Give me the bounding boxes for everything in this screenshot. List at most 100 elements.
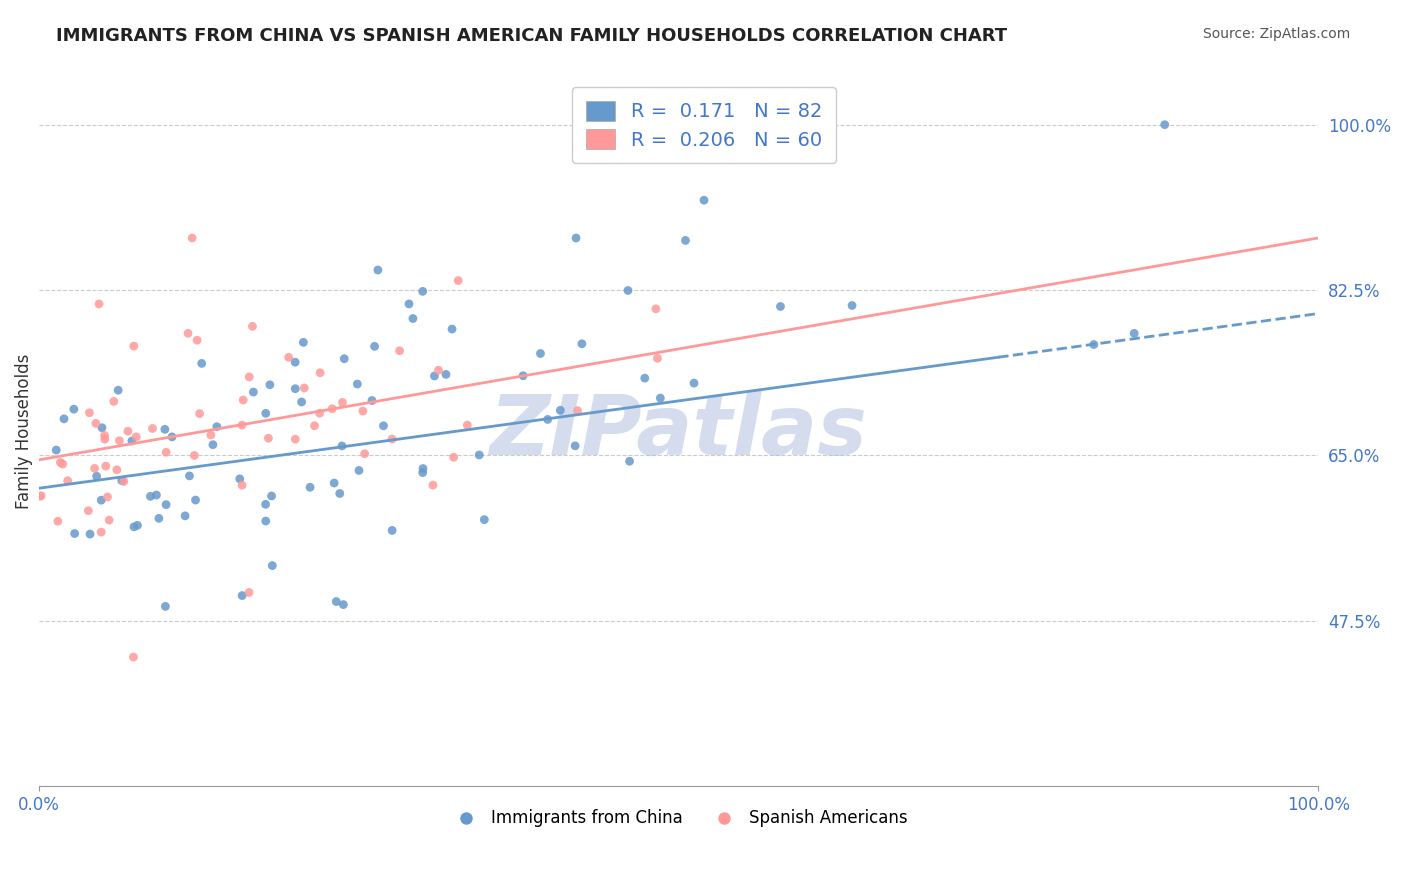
Point <box>257 431 280 445</box>
Point <box>79 406 101 420</box>
Point <box>284 432 307 446</box>
Point <box>63 526 86 541</box>
Point <box>512 368 534 383</box>
Point <box>564 439 586 453</box>
Point <box>644 301 666 316</box>
Point <box>177 326 200 341</box>
Point <box>179 468 201 483</box>
Point <box>323 476 346 491</box>
Point <box>188 407 211 421</box>
Point <box>304 418 326 433</box>
Point <box>361 393 384 408</box>
Point <box>90 493 112 508</box>
Point <box>472 513 495 527</box>
Point <box>308 406 330 420</box>
Point <box>427 363 450 377</box>
Point <box>381 432 404 446</box>
Point <box>91 421 114 435</box>
Point <box>46 514 69 528</box>
Point <box>155 445 177 459</box>
Point <box>1083 337 1105 351</box>
Text: IMMIGRANTS FROM CHINA VS SPANISH AMERICAN FAMILY HOUSEHOLDS CORRELATION CHART: IMMIGRANTS FROM CHINA VS SPANISH AMERICA… <box>56 27 1007 45</box>
Point <box>84 417 107 431</box>
Point <box>259 377 281 392</box>
Point <box>456 418 478 433</box>
Point <box>79 527 101 541</box>
Point <box>254 406 277 420</box>
Point <box>145 488 167 502</box>
Point <box>650 391 672 405</box>
Point <box>693 193 716 207</box>
Point <box>201 438 224 452</box>
Point <box>96 490 118 504</box>
Point <box>186 333 208 347</box>
Point <box>141 421 163 435</box>
Point <box>277 351 299 365</box>
Point <box>619 454 641 468</box>
Point <box>108 434 131 448</box>
Point <box>111 474 134 488</box>
Point <box>634 371 657 385</box>
Point <box>398 297 420 311</box>
Point <box>49 455 72 469</box>
Point <box>292 381 315 395</box>
Legend: Immigrants from China, Spanish Americans: Immigrants from China, Spanish Americans <box>443 803 914 834</box>
Point <box>105 463 128 477</box>
Point <box>56 474 79 488</box>
Text: Source: ZipAtlas.com: Source: ZipAtlas.com <box>1202 27 1350 41</box>
Point <box>190 356 212 370</box>
Point <box>181 231 204 245</box>
Point <box>183 449 205 463</box>
Point <box>238 370 260 384</box>
Point <box>447 274 470 288</box>
Point <box>260 489 283 503</box>
Point <box>83 461 105 475</box>
Point <box>284 355 307 369</box>
Point <box>90 525 112 540</box>
Point <box>117 424 139 438</box>
Point <box>200 428 222 442</box>
Point <box>841 298 863 312</box>
Point <box>565 231 588 245</box>
Point <box>254 497 277 511</box>
Point <box>125 430 148 444</box>
Point <box>329 486 352 500</box>
Point <box>332 598 354 612</box>
Point <box>52 457 75 471</box>
Point <box>441 322 464 336</box>
Point <box>86 469 108 483</box>
Point <box>529 346 551 360</box>
Point <box>30 489 52 503</box>
Point <box>332 395 354 409</box>
Point <box>153 422 176 436</box>
Point <box>550 403 572 417</box>
Point <box>94 459 117 474</box>
Point <box>262 558 284 573</box>
Point <box>330 439 353 453</box>
Point <box>112 475 135 489</box>
Point <box>683 376 706 390</box>
Point <box>346 377 368 392</box>
Point <box>284 382 307 396</box>
Point <box>148 511 170 525</box>
Point <box>367 263 389 277</box>
Point <box>122 339 145 353</box>
Point <box>412 461 434 475</box>
Point <box>254 514 277 528</box>
Point <box>292 335 315 350</box>
Point <box>127 518 149 533</box>
Point <box>103 394 125 409</box>
Point <box>63 402 86 417</box>
Point <box>412 466 434 480</box>
Point <box>231 418 253 433</box>
Point <box>98 513 121 527</box>
Point <box>155 599 177 614</box>
Point <box>45 443 67 458</box>
Point <box>388 343 411 358</box>
Point <box>107 383 129 397</box>
Point <box>468 448 491 462</box>
Point <box>139 489 162 503</box>
Point <box>347 463 370 477</box>
Point <box>443 450 465 465</box>
Point <box>373 418 395 433</box>
